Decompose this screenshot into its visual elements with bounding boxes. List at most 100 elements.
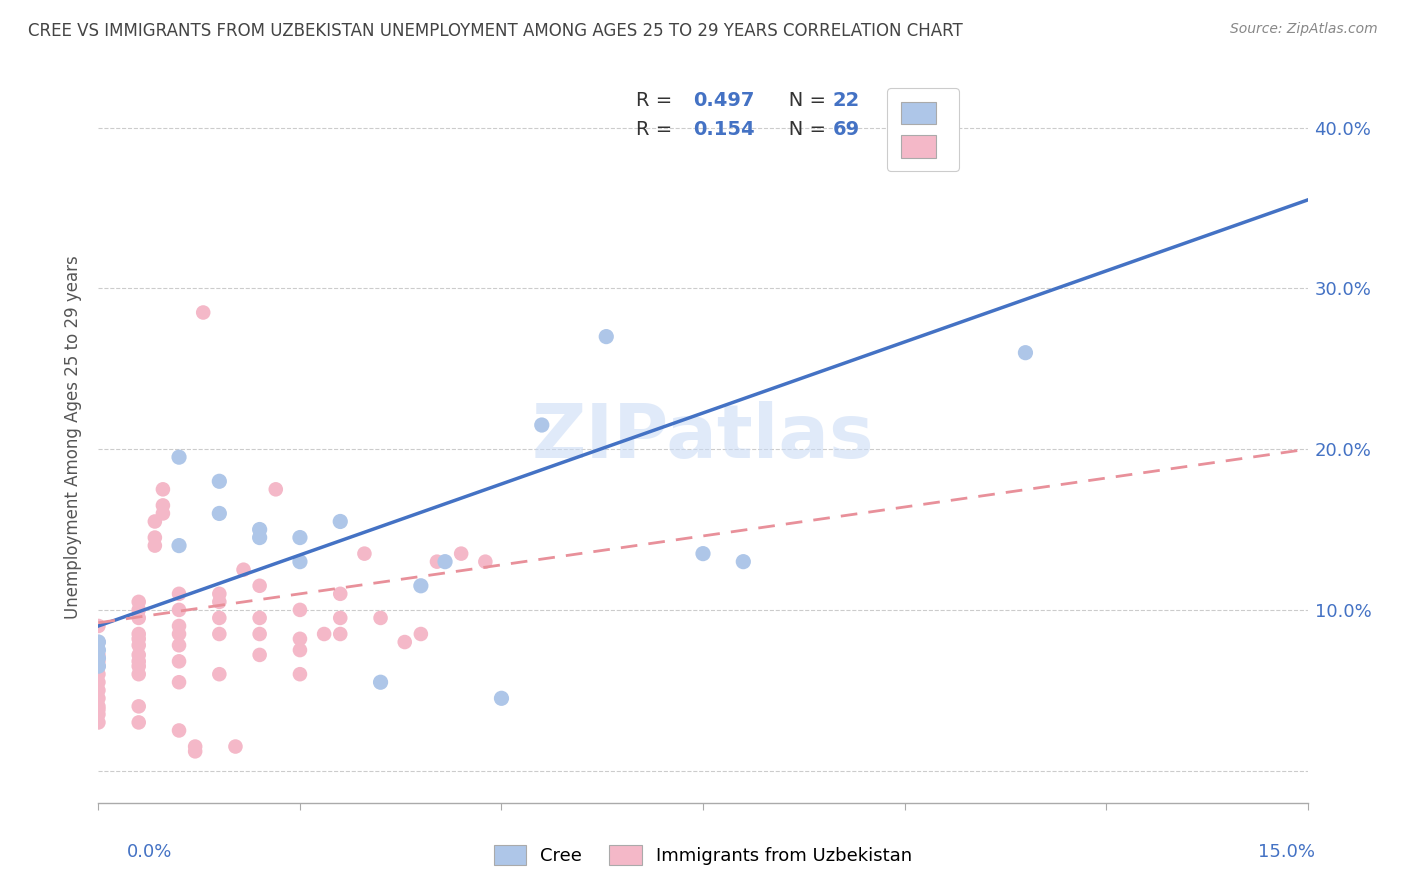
Point bbox=[167, 619, 190, 633]
Legend: , : , bbox=[887, 88, 959, 171]
Point bbox=[128, 699, 150, 714]
Point bbox=[394, 635, 416, 649]
Text: R =: R = bbox=[637, 91, 679, 110]
Point bbox=[184, 744, 207, 758]
Point bbox=[143, 539, 166, 553]
Point bbox=[87, 699, 110, 714]
Point bbox=[152, 507, 174, 521]
Point bbox=[152, 499, 174, 513]
Point bbox=[288, 555, 311, 569]
Point bbox=[329, 627, 352, 641]
Point bbox=[288, 632, 311, 646]
Point bbox=[530, 417, 553, 432]
Point bbox=[87, 667, 110, 681]
Point bbox=[128, 638, 150, 652]
Point bbox=[128, 654, 150, 668]
Point bbox=[143, 515, 166, 529]
Point bbox=[128, 603, 150, 617]
Point bbox=[249, 523, 271, 537]
Point bbox=[329, 587, 352, 601]
Point bbox=[249, 611, 271, 625]
Point bbox=[595, 329, 617, 343]
Text: CREE VS IMMIGRANTS FROM UZBEKISTAN UNEMPLOYMENT AMONG AGES 25 TO 29 YEARS CORREL: CREE VS IMMIGRANTS FROM UZBEKISTAN UNEMP… bbox=[28, 22, 963, 40]
Point bbox=[208, 507, 231, 521]
Point bbox=[208, 475, 231, 489]
Point bbox=[692, 547, 714, 561]
Point bbox=[249, 627, 271, 641]
Text: 22: 22 bbox=[832, 91, 859, 110]
Point bbox=[184, 739, 207, 754]
Point bbox=[87, 648, 110, 662]
Point bbox=[288, 603, 311, 617]
Point bbox=[87, 643, 110, 657]
Text: 15.0%: 15.0% bbox=[1257, 843, 1315, 861]
Point bbox=[474, 555, 496, 569]
Point bbox=[491, 691, 513, 706]
Point bbox=[87, 635, 110, 649]
Point bbox=[167, 723, 190, 738]
Point bbox=[128, 667, 150, 681]
Point bbox=[87, 635, 110, 649]
Point bbox=[128, 611, 150, 625]
Text: N =: N = bbox=[769, 91, 832, 110]
Point bbox=[128, 648, 150, 662]
Point bbox=[249, 531, 271, 545]
Point bbox=[87, 715, 110, 730]
Point bbox=[434, 555, 457, 569]
Point bbox=[409, 579, 432, 593]
Text: 0.154: 0.154 bbox=[693, 120, 755, 139]
Point bbox=[167, 450, 190, 465]
Point bbox=[329, 515, 352, 529]
Point bbox=[208, 667, 231, 681]
Point bbox=[87, 659, 110, 673]
Point bbox=[288, 643, 311, 657]
Point bbox=[167, 603, 190, 617]
Point bbox=[143, 531, 166, 545]
Point bbox=[224, 739, 246, 754]
Text: 69: 69 bbox=[832, 120, 859, 139]
Point bbox=[264, 483, 287, 497]
Point bbox=[128, 627, 150, 641]
Point bbox=[370, 675, 392, 690]
Legend: Cree, Immigrants from Uzbekistan: Cree, Immigrants from Uzbekistan bbox=[485, 836, 921, 874]
Point bbox=[152, 483, 174, 497]
Point bbox=[353, 547, 375, 561]
Point bbox=[167, 675, 190, 690]
Point bbox=[314, 627, 336, 641]
Point bbox=[87, 675, 110, 690]
Point bbox=[87, 651, 110, 665]
Point bbox=[87, 691, 110, 706]
Point bbox=[87, 654, 110, 668]
Point bbox=[128, 659, 150, 673]
Point bbox=[450, 547, 472, 561]
Point bbox=[87, 683, 110, 698]
Point bbox=[208, 587, 231, 601]
Point bbox=[288, 667, 311, 681]
Point bbox=[409, 627, 432, 641]
Point bbox=[288, 531, 311, 545]
Point bbox=[167, 654, 190, 668]
Point bbox=[128, 595, 150, 609]
Point bbox=[167, 539, 190, 553]
Point bbox=[329, 611, 352, 625]
Point bbox=[167, 587, 190, 601]
Y-axis label: Unemployment Among Ages 25 to 29 years: Unemployment Among Ages 25 to 29 years bbox=[65, 255, 83, 619]
Point bbox=[87, 702, 110, 716]
Point bbox=[208, 627, 231, 641]
Text: ZIPatlas: ZIPatlas bbox=[531, 401, 875, 474]
Point bbox=[1014, 345, 1036, 359]
Point bbox=[87, 619, 110, 633]
Point bbox=[249, 579, 271, 593]
Text: 0.0%: 0.0% bbox=[127, 843, 172, 861]
Text: Source: ZipAtlas.com: Source: ZipAtlas.com bbox=[1230, 22, 1378, 37]
Point bbox=[208, 611, 231, 625]
Point bbox=[167, 638, 190, 652]
Point bbox=[87, 707, 110, 722]
Text: N =: N = bbox=[769, 120, 832, 139]
Point bbox=[733, 555, 755, 569]
Text: 0.497: 0.497 bbox=[693, 91, 755, 110]
Text: R =: R = bbox=[637, 120, 679, 139]
Point bbox=[232, 563, 254, 577]
Point bbox=[87, 659, 110, 673]
Point bbox=[128, 632, 150, 646]
